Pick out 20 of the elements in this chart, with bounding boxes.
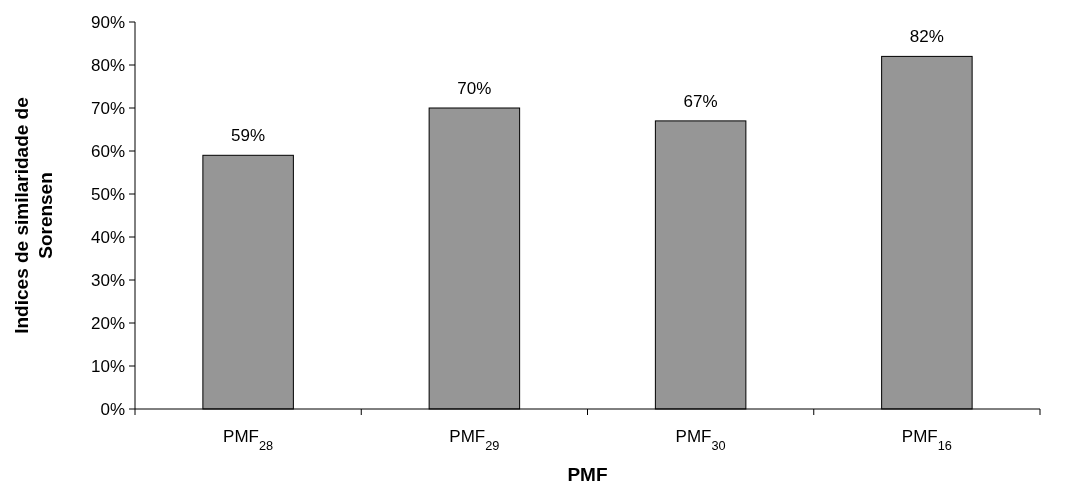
x-axis-title: PMF	[567, 464, 608, 485]
y-tick-label: 70%	[90, 98, 125, 118]
x-tick-label: PMF$_{29}$	[449, 427, 500, 453]
y-tick-label: 50%	[90, 184, 125, 204]
y-tick-label: 80%	[90, 55, 125, 75]
y-tick-label: 60%	[90, 141, 125, 161]
x-tick-label: PMF$_{30}$	[675, 427, 726, 453]
y-tick-label: 20%	[90, 313, 125, 333]
y-tick-label: 10%	[90, 356, 125, 376]
x-tick-label: PMF$_{16}$	[901, 427, 952, 453]
y-tick-label: 30%	[90, 270, 125, 290]
y-tick-label: 90%	[90, 12, 125, 32]
data-label: 82%	[909, 27, 944, 47]
y-tick-label: 40%	[90, 227, 125, 247]
data-label: 70%	[457, 79, 492, 98]
data-label: 67%	[683, 91, 718, 111]
y-axis-title: Indices de similaridade de Sorensen	[11, 97, 56, 334]
data-label: 59%	[231, 126, 266, 146]
y-tick-label: 0%	[100, 399, 125, 419]
x-tick-label: PMF$_{28}$	[223, 427, 274, 453]
